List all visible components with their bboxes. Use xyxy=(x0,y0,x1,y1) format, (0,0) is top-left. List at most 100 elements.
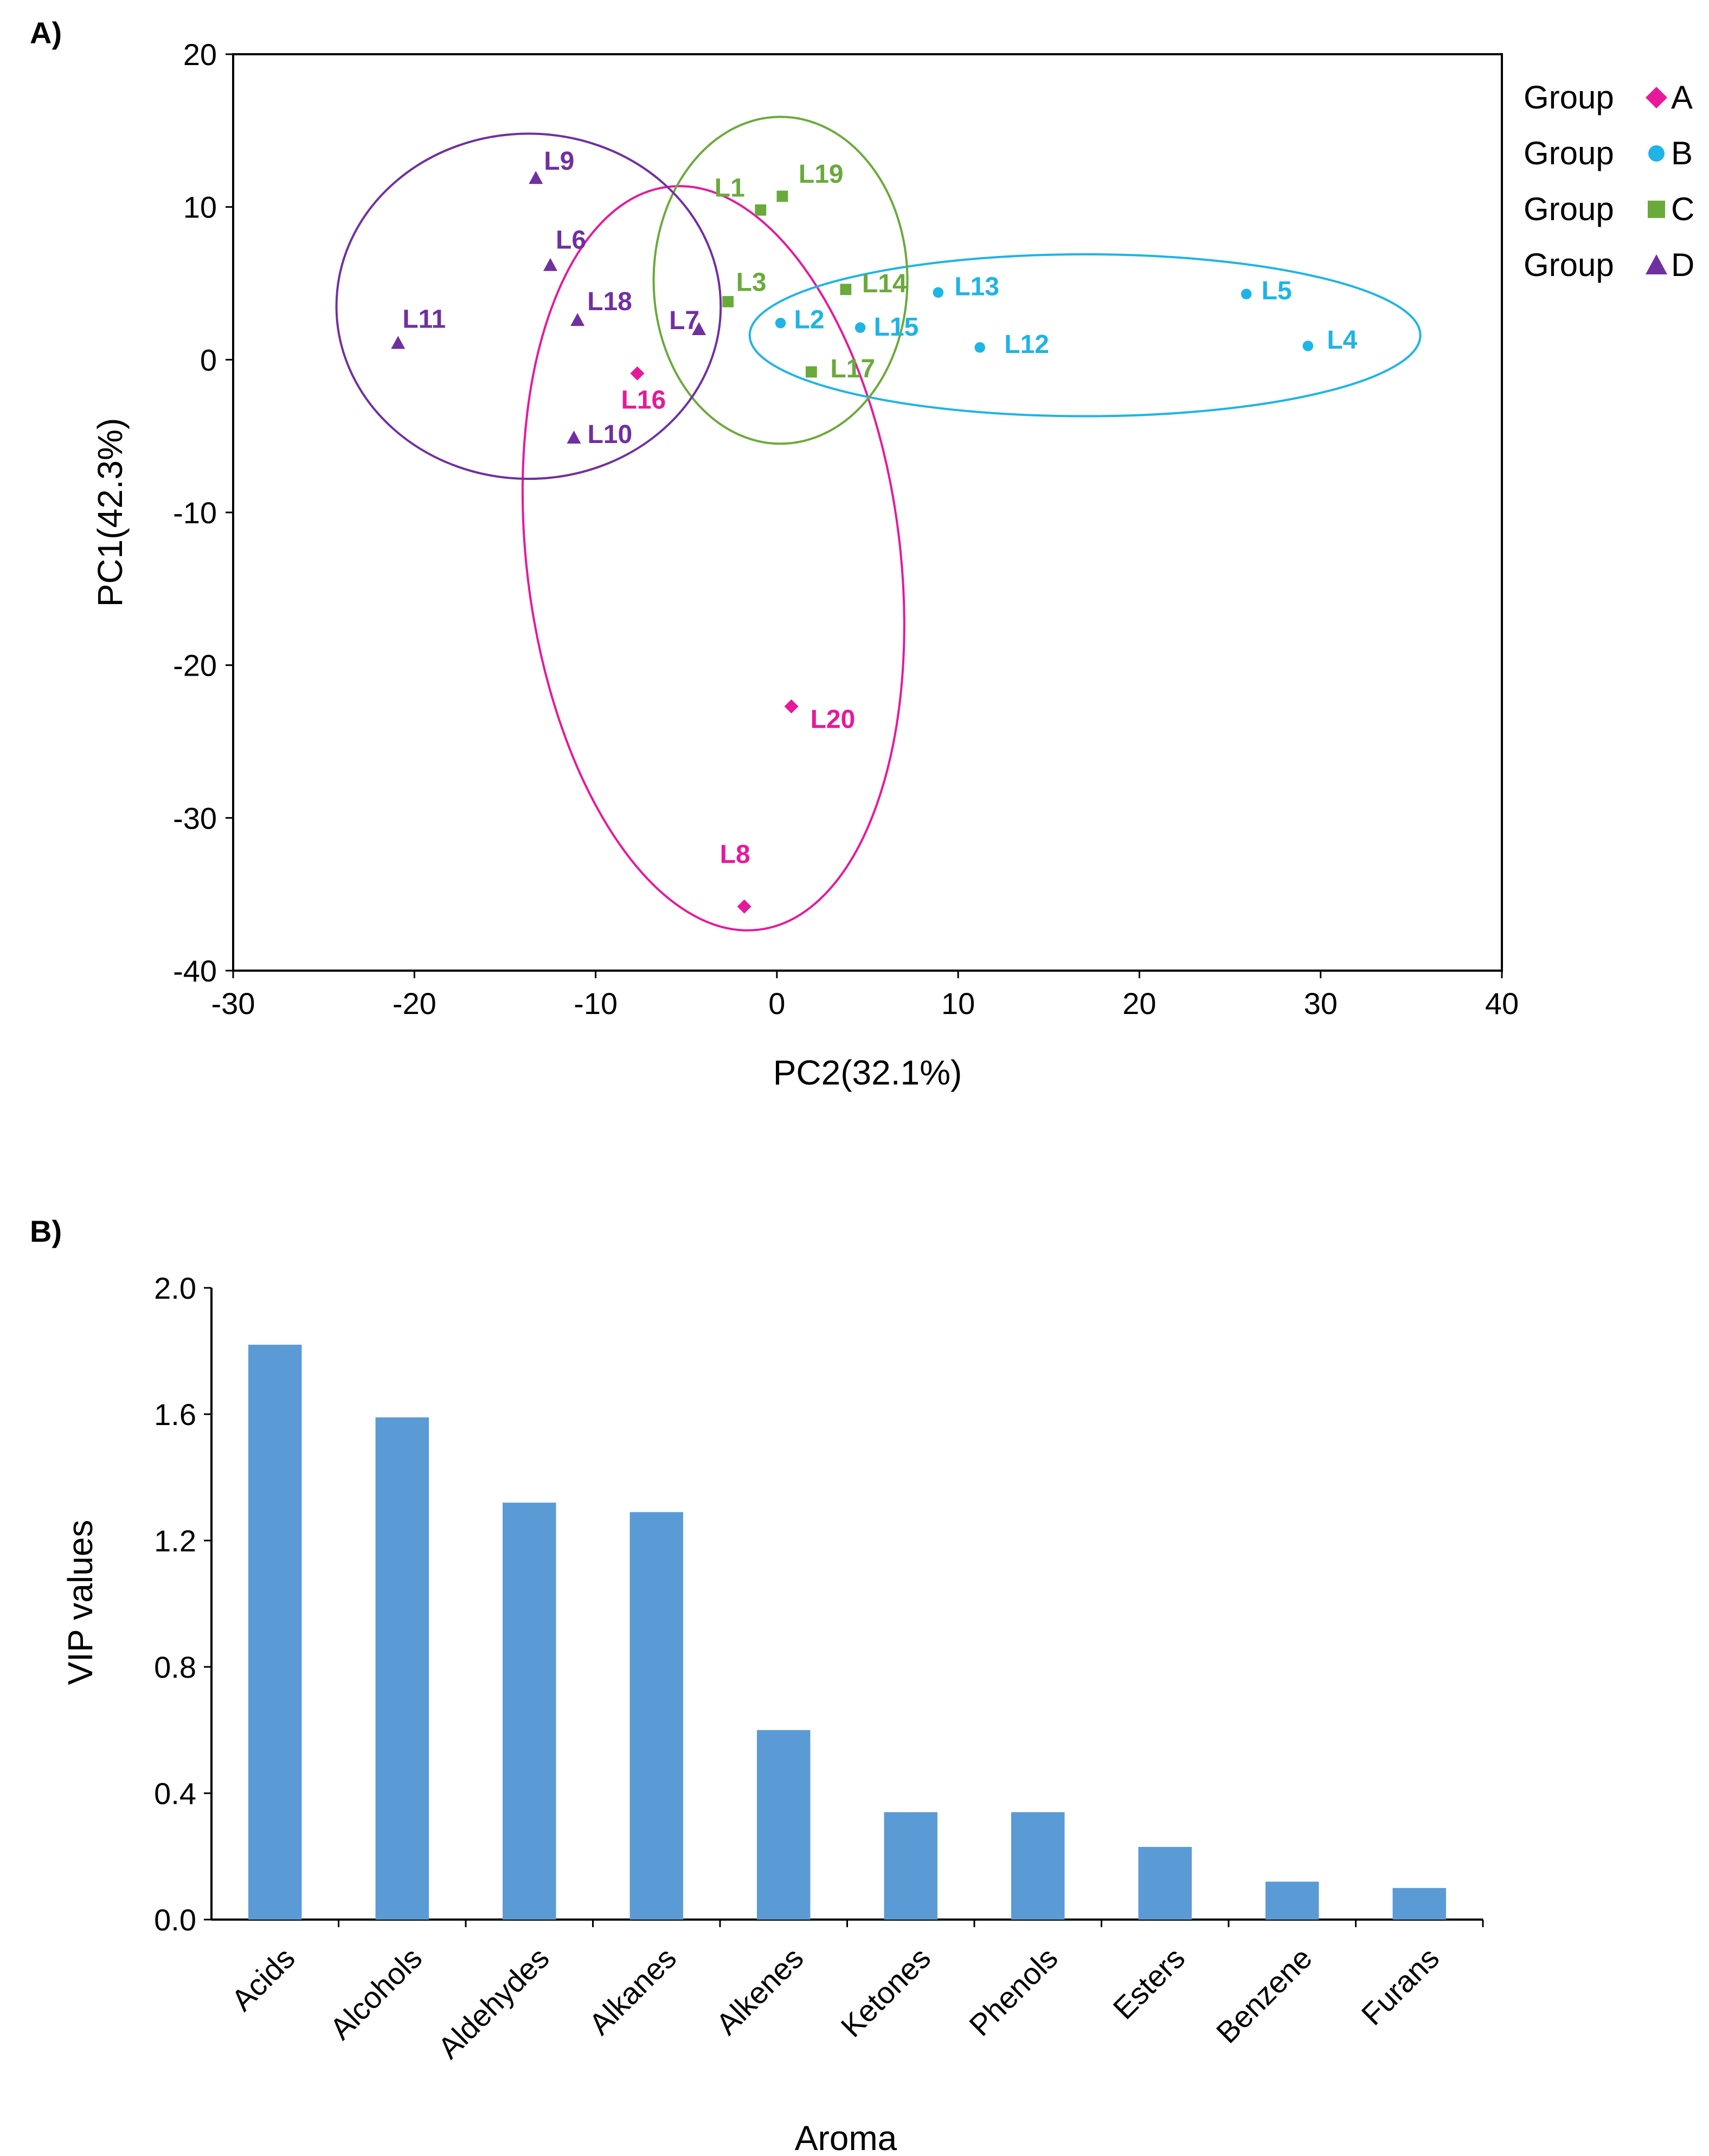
point-label-l5: L5 xyxy=(1262,277,1292,305)
point-label-l2: L2 xyxy=(794,306,825,335)
vip-bars xyxy=(248,1344,1446,1920)
x-tick-label: 30 xyxy=(1304,986,1338,1021)
vip-y-tick-label: 0.8 xyxy=(154,1650,196,1684)
pca-y-axis-title: PC1(42.3%) xyxy=(91,418,130,607)
point-l18 xyxy=(570,313,585,326)
vip-y-tick-label: 0.4 xyxy=(154,1776,196,1811)
point-label-l10: L10 xyxy=(587,420,632,449)
bar-aldehydes xyxy=(503,1503,556,1920)
category-label-alkanes: Alkanes xyxy=(582,1941,683,2041)
point-l12 xyxy=(974,342,986,353)
vip-y-tick-label: 0.0 xyxy=(154,1903,196,1937)
point-l14 xyxy=(840,284,852,296)
pca-group-ellipses xyxy=(335,116,1422,932)
point-l8 xyxy=(737,899,751,914)
point-label-l4: L4 xyxy=(1327,326,1357,355)
point-l17 xyxy=(805,366,817,378)
vip-y-ticks: 0.0 0.4 0.8 1.2 1.6 2.0 xyxy=(154,1271,211,1937)
pca-plot-frame xyxy=(232,53,1503,972)
point-label-l6: L6 xyxy=(556,226,586,255)
category-label-alcohols: Alcohols xyxy=(323,1941,428,2046)
y-tick-label: 0 xyxy=(200,343,217,377)
point-label-l7: L7 xyxy=(669,306,699,335)
bar-acids xyxy=(248,1344,302,1920)
bar-phenols xyxy=(1011,1812,1065,1920)
point-label-l11: L11 xyxy=(402,305,446,333)
point-l20 xyxy=(784,699,799,714)
point-label-l8: L8 xyxy=(720,840,750,869)
vip-bar-panel: B) 0.0 0.4 0.8 1.2 1.6 2.0 Acids Alcohols Aldeh… xyxy=(30,1214,1484,2156)
legend-marker-b xyxy=(1648,145,1665,162)
point-label-l3: L3 xyxy=(736,268,767,297)
point-l15 xyxy=(855,322,866,333)
bar-furans xyxy=(1392,1888,1446,1920)
legend-marker-a xyxy=(1646,87,1667,108)
y-tick-label: -30 xyxy=(173,801,217,835)
pca-legend: Group A Group B Group C Group D xyxy=(1524,79,1694,283)
vip-y-axis-title: VIP values xyxy=(61,1520,100,1685)
point-l10 xyxy=(567,430,581,444)
pca-scatter-panel: A) -30 -20 -10 0 10 20 30 40 -40-30-20-1001020 … xyxy=(30,16,1694,1092)
bar-esters xyxy=(1138,1847,1192,1920)
category-label-alkenes: Alkenes xyxy=(709,1941,809,2041)
point-label-l19: L19 xyxy=(799,160,844,189)
category-label-phenols: Phenols xyxy=(962,1941,1064,2043)
y-tick-label: -20 xyxy=(173,649,217,683)
legend-group-letter: D xyxy=(1671,247,1694,283)
bar-alcohols xyxy=(375,1417,429,1920)
x-tick-label: -30 xyxy=(211,986,255,1021)
x-tick-label: 40 xyxy=(1485,986,1519,1021)
category-label-benzene: Benzene xyxy=(1210,1941,1319,2050)
x-tick-label: 20 xyxy=(1122,986,1156,1021)
legend-group-letter: A xyxy=(1671,79,1693,116)
point-l6 xyxy=(543,258,557,271)
vip-y-tick-label: 1.2 xyxy=(154,1524,196,1558)
point-label-l14: L14 xyxy=(862,270,907,298)
legend-group-word: Group xyxy=(1524,247,1614,283)
bar-alkenes xyxy=(757,1730,811,1920)
y-tick-label: 10 xyxy=(183,190,217,224)
vip-y-tick-label: 1.6 xyxy=(154,1397,196,1432)
panel-b-label: B) xyxy=(30,1214,62,1248)
y-tick-label: -40 xyxy=(173,954,217,988)
legend-marker-c xyxy=(1648,201,1665,218)
y-tick-label: 20 xyxy=(183,37,217,72)
point-l1 xyxy=(755,204,767,216)
legend-group-word: Group xyxy=(1524,79,1614,116)
group-c-ellipse xyxy=(652,116,909,445)
x-tick-label: -20 xyxy=(393,986,436,1021)
point-label-l17: L17 xyxy=(830,355,875,383)
x-tick-label: -10 xyxy=(574,986,618,1021)
bar-benzene xyxy=(1265,1882,1319,1920)
pca-y-ticks: -40 -30 -20 -10 0 10 20 xyxy=(173,37,233,988)
vip-y-tick-label: 2.0 xyxy=(154,1271,196,1305)
legend-marker-d xyxy=(1646,254,1667,274)
point-label-l1: L1 xyxy=(715,174,745,202)
point-l5 xyxy=(1241,288,1252,299)
bar-ketones xyxy=(884,1812,937,1920)
x-tick-label: 10 xyxy=(941,986,975,1021)
point-l16 xyxy=(630,366,645,381)
category-label-acids: Acids xyxy=(224,1941,301,2017)
category-label-aldehydes: Aldehydes xyxy=(431,1941,555,2065)
bar-alkanes xyxy=(629,1512,683,1920)
pca-x-axis-title: PC2(32.1%) xyxy=(773,1053,962,1092)
point-label-l9: L9 xyxy=(544,147,574,176)
point-l9 xyxy=(529,171,543,184)
point-l3 xyxy=(722,296,734,307)
point-label-l18: L18 xyxy=(587,287,632,316)
vip-x-ticks: Acids Alcohols Aldehydes Alkanes Alkenes Keto… xyxy=(224,1920,1484,2065)
point-l4 xyxy=(1302,341,1314,351)
category-label-esters: Esters xyxy=(1106,1941,1191,2026)
point-l2 xyxy=(775,317,786,329)
point-label-l16: L16 xyxy=(621,386,666,415)
category-label-ketones: Ketones xyxy=(834,1941,937,2044)
group-b-ellipse xyxy=(748,253,1422,418)
group-d-ellipse xyxy=(335,132,722,480)
legend-group-word: Group xyxy=(1524,191,1614,227)
point-label-l13: L13 xyxy=(954,272,999,301)
point-l7 xyxy=(692,322,706,336)
pca-x-ticks: -30 -20 -10 0 10 20 30 40 xyxy=(211,971,1519,1021)
